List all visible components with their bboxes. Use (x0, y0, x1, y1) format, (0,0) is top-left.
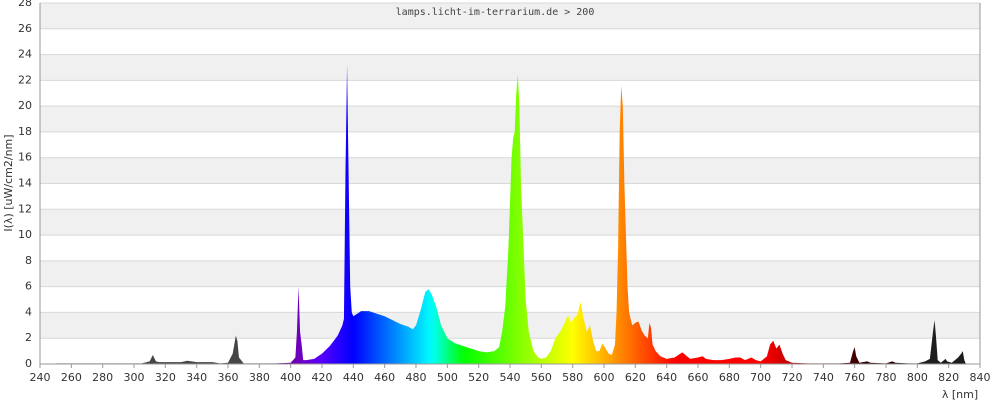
x-tick-label: 380 (249, 371, 270, 384)
x-tick-label: 720 (782, 371, 803, 384)
x-tick-label: 800 (907, 371, 928, 384)
x-tick-label: 740 (813, 371, 834, 384)
x-tick-label: 620 (625, 371, 646, 384)
x-tick-label: 260 (61, 371, 82, 384)
x-tick-label: 280 (92, 371, 113, 384)
y-tick-label: 18 (18, 125, 32, 138)
y-tick-label: 22 (18, 73, 32, 86)
x-tick-label: 640 (656, 371, 677, 384)
x-tick-label: 240 (30, 371, 51, 384)
x-tick-label: 360 (218, 371, 239, 384)
x-tick-label: 300 (124, 371, 145, 384)
x-tick-label: 400 (280, 371, 301, 384)
x-tick-label: 440 (343, 371, 364, 384)
y-tick-label: 20 (18, 99, 32, 112)
y-tick-label: 14 (18, 177, 32, 190)
x-tick-label: 600 (594, 371, 615, 384)
chart-title: lamps.licht-im-terrarium.de > 200 (396, 7, 595, 18)
x-tick-label: 660 (688, 371, 709, 384)
x-tick-label: 760 (844, 371, 865, 384)
x-tick-label: 700 (750, 371, 771, 384)
x-tick-label: 820 (938, 371, 959, 384)
x-tick-label: 480 (406, 371, 427, 384)
x-tick-label: 680 (719, 371, 740, 384)
x-tick-label: 320 (155, 371, 176, 384)
y-tick-label: 6 (25, 280, 32, 293)
grid-band (40, 106, 980, 132)
y-tick-label: 16 (18, 151, 32, 164)
y-tick-label: 12 (18, 202, 32, 215)
x-tick-label: 500 (437, 371, 458, 384)
x-tick-label: 780 (876, 371, 897, 384)
y-tick-label: 28 (18, 0, 32, 9)
x-tick-label: 520 (468, 371, 489, 384)
x-tick-label: 460 (374, 371, 395, 384)
x-tick-label: 340 (186, 371, 207, 384)
x-axis-label: λ [nm] (942, 388, 978, 400)
y-tick-label: 26 (18, 22, 32, 35)
y-tick-label: 10 (18, 228, 32, 241)
grid-band (40, 3, 980, 29)
y-tick-label: 4 (25, 305, 32, 318)
spectrum-area (55, 64, 966, 364)
y-tick-label: 24 (18, 48, 32, 61)
y-tick-label: 0 (25, 357, 32, 370)
x-tick-label: 580 (562, 371, 583, 384)
y-tick-label: 8 (25, 254, 32, 267)
y-tick-label: 2 (25, 331, 32, 344)
x-tick-label: 420 (312, 371, 333, 384)
grid-band (40, 157, 980, 184)
grid-band (40, 54, 980, 81)
x-tick-label: 560 (531, 371, 552, 384)
x-tick-label: 540 (500, 371, 521, 384)
y-axis-label: I(λ) [uW/cm2/nm] (2, 134, 15, 231)
x-tick-label: 840 (970, 371, 991, 384)
